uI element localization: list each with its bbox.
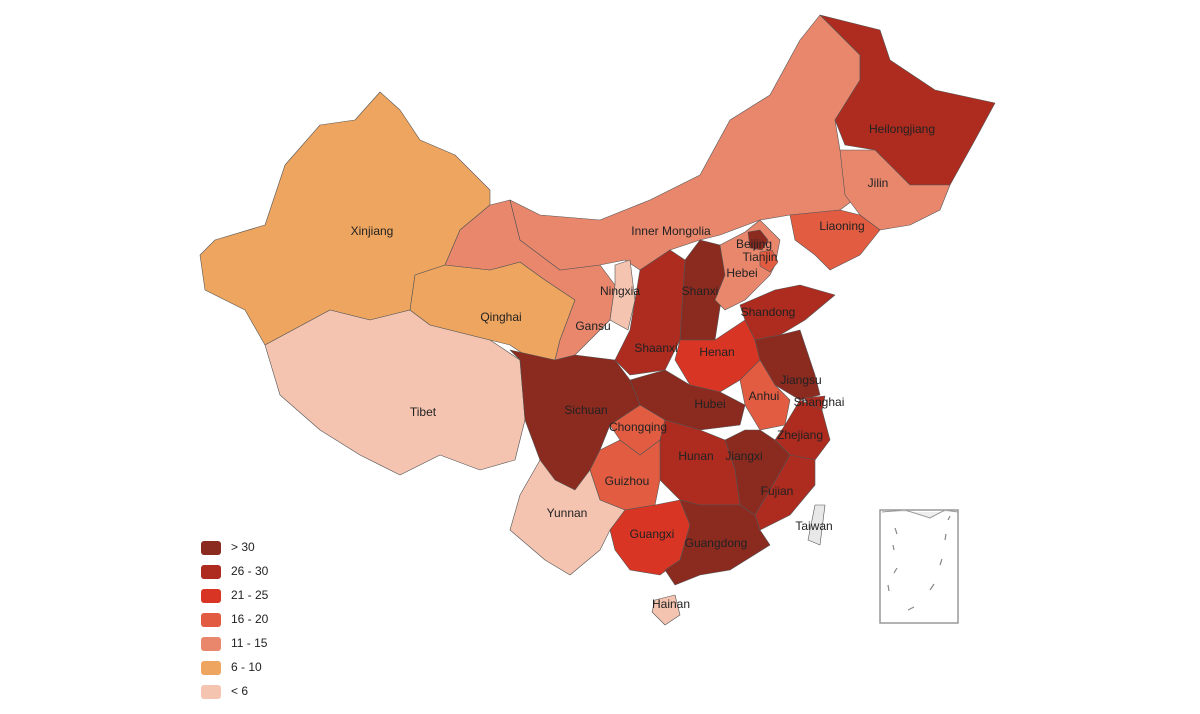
province xyxy=(509,459,626,576)
legend-label: > 30 xyxy=(231,540,255,554)
province xyxy=(789,209,881,271)
province-label: Shanxi xyxy=(682,284,719,298)
legend-swatch xyxy=(201,685,221,699)
province xyxy=(664,499,771,586)
province-label: Hubei xyxy=(694,397,725,411)
legend-label: 11 - 15 xyxy=(231,636,268,650)
inset-islands xyxy=(887,515,951,611)
province xyxy=(609,259,636,331)
legend-label: 6 - 10 xyxy=(231,660,262,674)
legend-label: 16 - 20 xyxy=(231,612,269,626)
legend-label: < 6 xyxy=(231,684,248,698)
province xyxy=(614,249,686,376)
legend-label: 26 - 30 xyxy=(231,564,269,578)
province-label: Guizhou xyxy=(605,474,650,488)
province-label: Hainan xyxy=(652,597,690,611)
province-label: Inner Mongolia xyxy=(631,224,711,238)
province-label: Ningxia xyxy=(600,284,640,298)
province-label: Xinjiang xyxy=(351,224,394,238)
legend-swatch xyxy=(201,565,221,579)
province-label: Chongqing xyxy=(609,420,667,434)
province-label: Yunnan xyxy=(547,506,588,520)
province-label: Hebei xyxy=(726,266,757,280)
legend-swatch xyxy=(201,541,221,555)
province-label: Fujian xyxy=(761,484,794,498)
legend-label: 21 - 25 xyxy=(231,588,269,602)
province-label: Henan xyxy=(699,345,734,359)
province-label: Hunan xyxy=(678,449,713,463)
provinces xyxy=(199,14,996,626)
province xyxy=(759,249,779,273)
province-label: Zhejiang xyxy=(777,428,823,442)
province xyxy=(264,309,526,476)
province-label: Shaanxi xyxy=(634,341,677,355)
province-label: Shandong xyxy=(741,305,796,319)
inset-coast xyxy=(881,509,959,519)
province xyxy=(659,419,741,506)
province-label: Jiangxi xyxy=(725,449,762,463)
province-label: Heilongjiang xyxy=(869,122,935,136)
province-label: Taiwan xyxy=(795,519,832,533)
legend-swatch xyxy=(201,589,221,603)
province-label: Tianjin xyxy=(743,250,778,264)
province-label: Sichuan xyxy=(564,403,607,417)
legend-swatch xyxy=(201,661,221,675)
province-label: Gansu xyxy=(575,319,610,333)
province xyxy=(651,594,681,626)
province xyxy=(807,504,826,546)
province-labels: Xinjiang Tibet Qinghai Gansu Inner Mongolia H… xyxy=(351,122,935,611)
province-label: Liaoning xyxy=(819,219,864,233)
province-label: Shanghai xyxy=(794,395,845,409)
legend-swatch xyxy=(201,637,221,651)
province xyxy=(444,199,616,361)
province-label: Guangdong xyxy=(685,536,748,550)
south-sea-inset xyxy=(879,509,959,624)
legend-swatch xyxy=(201,613,221,627)
province xyxy=(839,149,951,231)
province xyxy=(747,229,769,251)
province-label: Beijing xyxy=(736,237,772,251)
province-label: Jilin xyxy=(868,176,889,190)
legend: > 30 26 - 30 21 - 25 16 - 20 11 - 15 6 - 10 < … xyxy=(201,540,269,699)
province xyxy=(739,359,791,431)
province-label: Qinghai xyxy=(480,310,521,324)
province-label: Guangxi xyxy=(630,527,675,541)
province-label: Anhui xyxy=(749,389,780,403)
province-label: Tibet xyxy=(410,405,437,419)
inset-frame xyxy=(879,509,959,624)
province-label: Jiangsu xyxy=(780,373,821,387)
